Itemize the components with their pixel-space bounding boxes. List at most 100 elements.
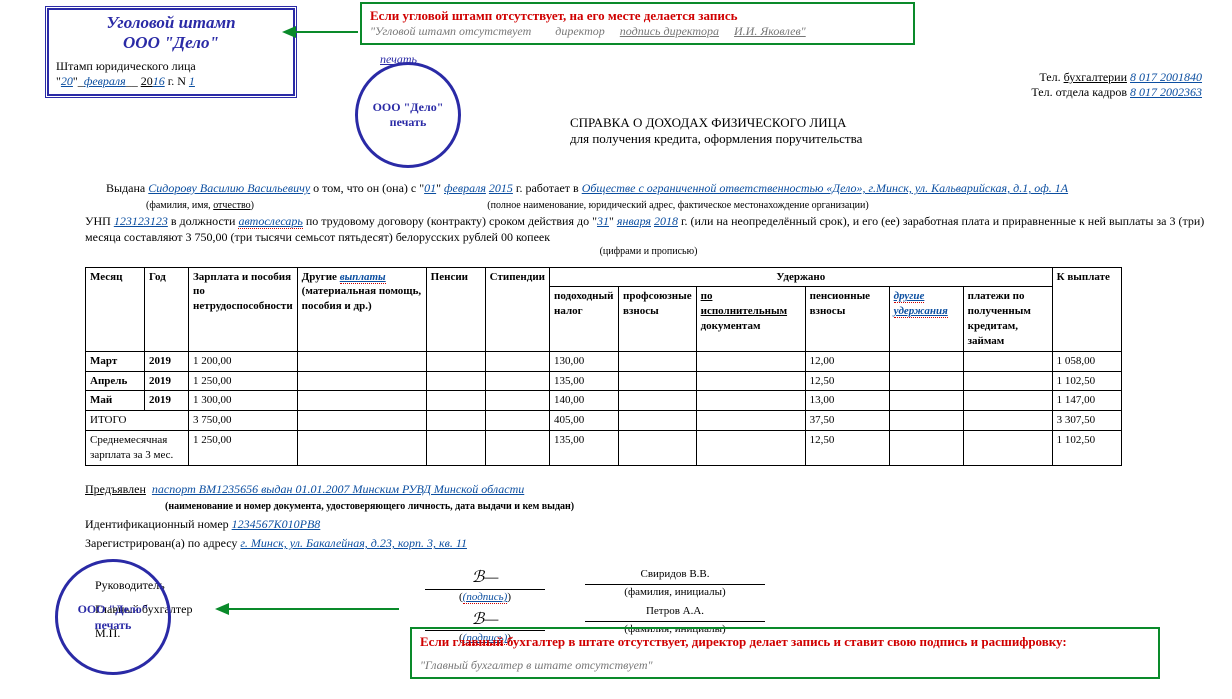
cell: 12,50: [805, 431, 889, 466]
cell: Май: [86, 391, 145, 411]
phone-l1-num: 8 017 2001840: [1130, 70, 1202, 84]
p1-month: февраля: [444, 181, 486, 195]
note-bottom-red: Если главный бухгалтер в штате отсутству…: [420, 633, 1150, 651]
stamp-tail: г. N: [165, 74, 189, 88]
cell: 12,50: [805, 371, 889, 391]
note-top-grey-name: И.И. Яковлев": [734, 24, 806, 38]
cell: 1 200,00: [189, 351, 298, 371]
cell: [963, 351, 1052, 371]
stamp-subtitle: Штамп юридического лица "20"_февраля__ 2…: [56, 59, 286, 89]
l1sub: (наименование и номер документа, удостов…: [85, 499, 1212, 515]
table-row: Май 2019 1 300,00 140,00 13,00 1 147,00: [86, 391, 1122, 411]
p2-sub: (цифрами и прописью): [85, 245, 1212, 259]
fio-1: (фамилия, инициалы): [585, 585, 765, 600]
presented-line: Предъявлен паспорт ВМ1235656 выдан 01.01…: [85, 480, 1212, 499]
doc-title-l2: для получения кредита, оформления поручи…: [570, 131, 862, 147]
th-withheld: Удержано: [550, 267, 1053, 287]
ident-line: Идентификационный номер 1234567К010РВ8: [85, 515, 1212, 534]
circle-bottom-l1: ООО "Дело": [78, 601, 149, 617]
table-avg-row: Среднемесячная зарплата за 3 мес. 1 250,…: [86, 431, 1122, 466]
signature-1: ℬ—: [425, 567, 545, 589]
p1-day: 01: [424, 181, 436, 195]
cell: 130,00: [550, 351, 619, 371]
note-top-grey-sign: подпись директора: [620, 24, 719, 38]
th-pension: Пенсии: [426, 267, 485, 351]
cell: Март: [86, 351, 145, 371]
cell: [426, 371, 485, 391]
cell: [963, 371, 1052, 391]
cell: [619, 391, 697, 411]
cell: 3 750,00: [189, 411, 298, 431]
note-top-red: Если угловой штамп отсутствует, на его м…: [370, 8, 905, 24]
cell: [889, 371, 963, 391]
p1-b: о том, что он (она) с ": [310, 181, 424, 195]
th-stipend: Стипендии: [485, 267, 549, 351]
cell: [889, 391, 963, 411]
table-header-row-1: Месяц Год Зарплата и пособия по нетрудос…: [86, 267, 1122, 287]
p1-sub1: (фамилия, имя, отчество): [85, 199, 315, 213]
body-text: Выдана Сидорову Василию Васильевичу о то…: [15, 180, 1217, 677]
note-top: Если угловой штамп отсутствует, на его м…: [360, 2, 915, 45]
p1-sub1a: (фамилия, имя,: [146, 200, 213, 211]
phone-l2-label: Тел. отдела кадров: [1031, 85, 1130, 99]
th-w3c: документам: [701, 320, 761, 332]
table-row: Апрель 2019 1 250,00 135,00 12,50 1 102,…: [86, 371, 1122, 391]
stamp-day: 20: [61, 74, 73, 88]
cell: Апрель: [86, 371, 145, 391]
th-w3a: по: [701, 290, 713, 302]
stamp-title-line1: Уголовой штамп: [56, 13, 286, 33]
th-w3: по исполнительным документам: [696, 287, 805, 351]
p1-sub2: (полное наименование, юридический адрес,…: [318, 199, 1038, 213]
p1-d: г. работает в: [513, 181, 582, 195]
p1-name: Сидорову Василию Васильевичу: [148, 181, 310, 195]
th-w6: платежи по полученным кредитам, займам: [963, 287, 1052, 351]
avg-label: Среднемесячная зарплата за 3 мес.: [86, 431, 189, 466]
l1b: паспорт ВМ1235656 выдан 01.01.2007 Минск…: [152, 482, 524, 496]
p2-year: 2018: [654, 214, 678, 228]
cell: 2019: [145, 391, 189, 411]
doc-title-l1: СПРАВКА О ДОХОДАХ ФИЗИЧЕСКОГО ЛИЦА: [570, 115, 862, 131]
l2a: Идентификационный номер: [85, 517, 232, 531]
cell: [485, 391, 549, 411]
th-other: Другие выплаты (материальная помощь, пос…: [297, 267, 426, 351]
note-top-grey-prefix: "Угловой штамп отсутствует: [370, 24, 531, 38]
p2-month: января: [617, 214, 651, 228]
cell: [889, 351, 963, 371]
name-2: Петров А.А.: [585, 604, 765, 621]
p1-org: Обществе с ограниченной ответственностью…: [582, 181, 1068, 195]
phone-l1-dept: бухгалтерии: [1064, 70, 1127, 84]
phone-l2-num: 8 017 2002363: [1130, 85, 1202, 99]
cell: [297, 391, 426, 411]
stamp-month: февраля: [84, 74, 126, 88]
circle-bottom-l2: печать: [95, 617, 132, 633]
p1-sub1c: ): [251, 200, 254, 211]
circle-stamp-top: ООО "Дело" печать: [355, 62, 461, 168]
phone-l1-label: Тел.: [1039, 70, 1063, 84]
l1a: Предъявлен: [85, 482, 146, 496]
th-out: К выплате: [1052, 267, 1121, 351]
p2-job: автослесарь: [238, 214, 302, 229]
cell: [963, 391, 1052, 411]
th-other-u: выплаты: [340, 271, 386, 284]
stamp-year: 16: [153, 74, 165, 88]
cell: 1 102,50: [1052, 431, 1121, 466]
cell: 405,00: [550, 411, 619, 431]
cell: 135,00: [550, 371, 619, 391]
cell: 2019: [145, 371, 189, 391]
phones: Тел. бухгалтерии 8 017 2001840 Тел. отде…: [1031, 70, 1202, 100]
th-w5b: удержания: [894, 305, 948, 318]
note-top-grey: "Угловой штамп отсутствует директор подп…: [370, 24, 905, 39]
th-w4: пенсионные взносы: [805, 287, 889, 351]
cell: [297, 371, 426, 391]
cell: 2019: [145, 351, 189, 371]
corner-stamp: Уголовой штамп ООО "Дело" Штамп юридичес…: [45, 6, 297, 98]
th-w5: другие удержания: [889, 287, 963, 351]
l3a: Зарегистрирован(а) по адресу: [85, 536, 240, 550]
th-w2: профсоюзные взносы: [619, 287, 697, 351]
l3b: г. Минск, ул. Бакалейная, д.23, корп. 3,…: [240, 536, 467, 550]
paragraph-2: УНП 123123123 в должности автослесарь по…: [85, 213, 1212, 245]
th-salary: Зарплата и пособия по нетрудоспособности: [189, 267, 298, 351]
cell: [619, 351, 697, 371]
cell: 1 102,50: [1052, 371, 1121, 391]
signature-block: Руководитель Главный бухгалтер М.П. ООО …: [85, 567, 1212, 677]
